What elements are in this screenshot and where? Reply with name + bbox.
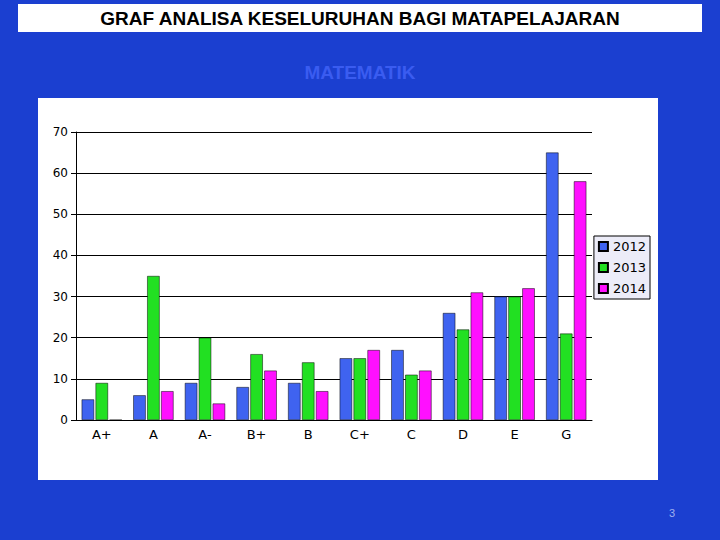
svg-text:30: 30 [53, 290, 68, 304]
svg-text:60: 60 [53, 166, 68, 180]
svg-text:50: 50 [53, 207, 68, 221]
svg-text:70: 70 [53, 125, 68, 139]
svg-text:E: E [510, 427, 518, 442]
svg-text:A+: A+ [92, 427, 112, 442]
svg-text:C: C [407, 427, 416, 442]
svg-text:A: A [149, 427, 158, 442]
html-text:3: 3 [668, 507, 676, 519]
svg-text:C+: C+ [350, 427, 370, 442]
svg-text:2013: 2013 [613, 260, 646, 275]
svg-text:2012: 2012 [613, 239, 646, 254]
html-text:MATEMATIK: MATEMATIK [304, 62, 416, 83]
svg-text:B: B [304, 427, 313, 442]
svg-text:40: 40 [53, 248, 68, 262]
svg-text:B+: B+ [247, 427, 267, 442]
svg-text:0: 0 [60, 413, 68, 427]
html-text:GRAF ANALISA KESELURUHAN BAGI: GRAF ANALISA KESELURUHAN BAGI MATAPELAJA… [100, 8, 620, 29]
svg-text:D: D [458, 427, 468, 442]
svg-text:20: 20 [53, 331, 68, 345]
svg-text:2014: 2014 [613, 281, 646, 296]
svg-text:A-: A- [198, 427, 212, 442]
svg-text:10: 10 [53, 372, 68, 386]
svg-text:G: G [561, 427, 571, 442]
